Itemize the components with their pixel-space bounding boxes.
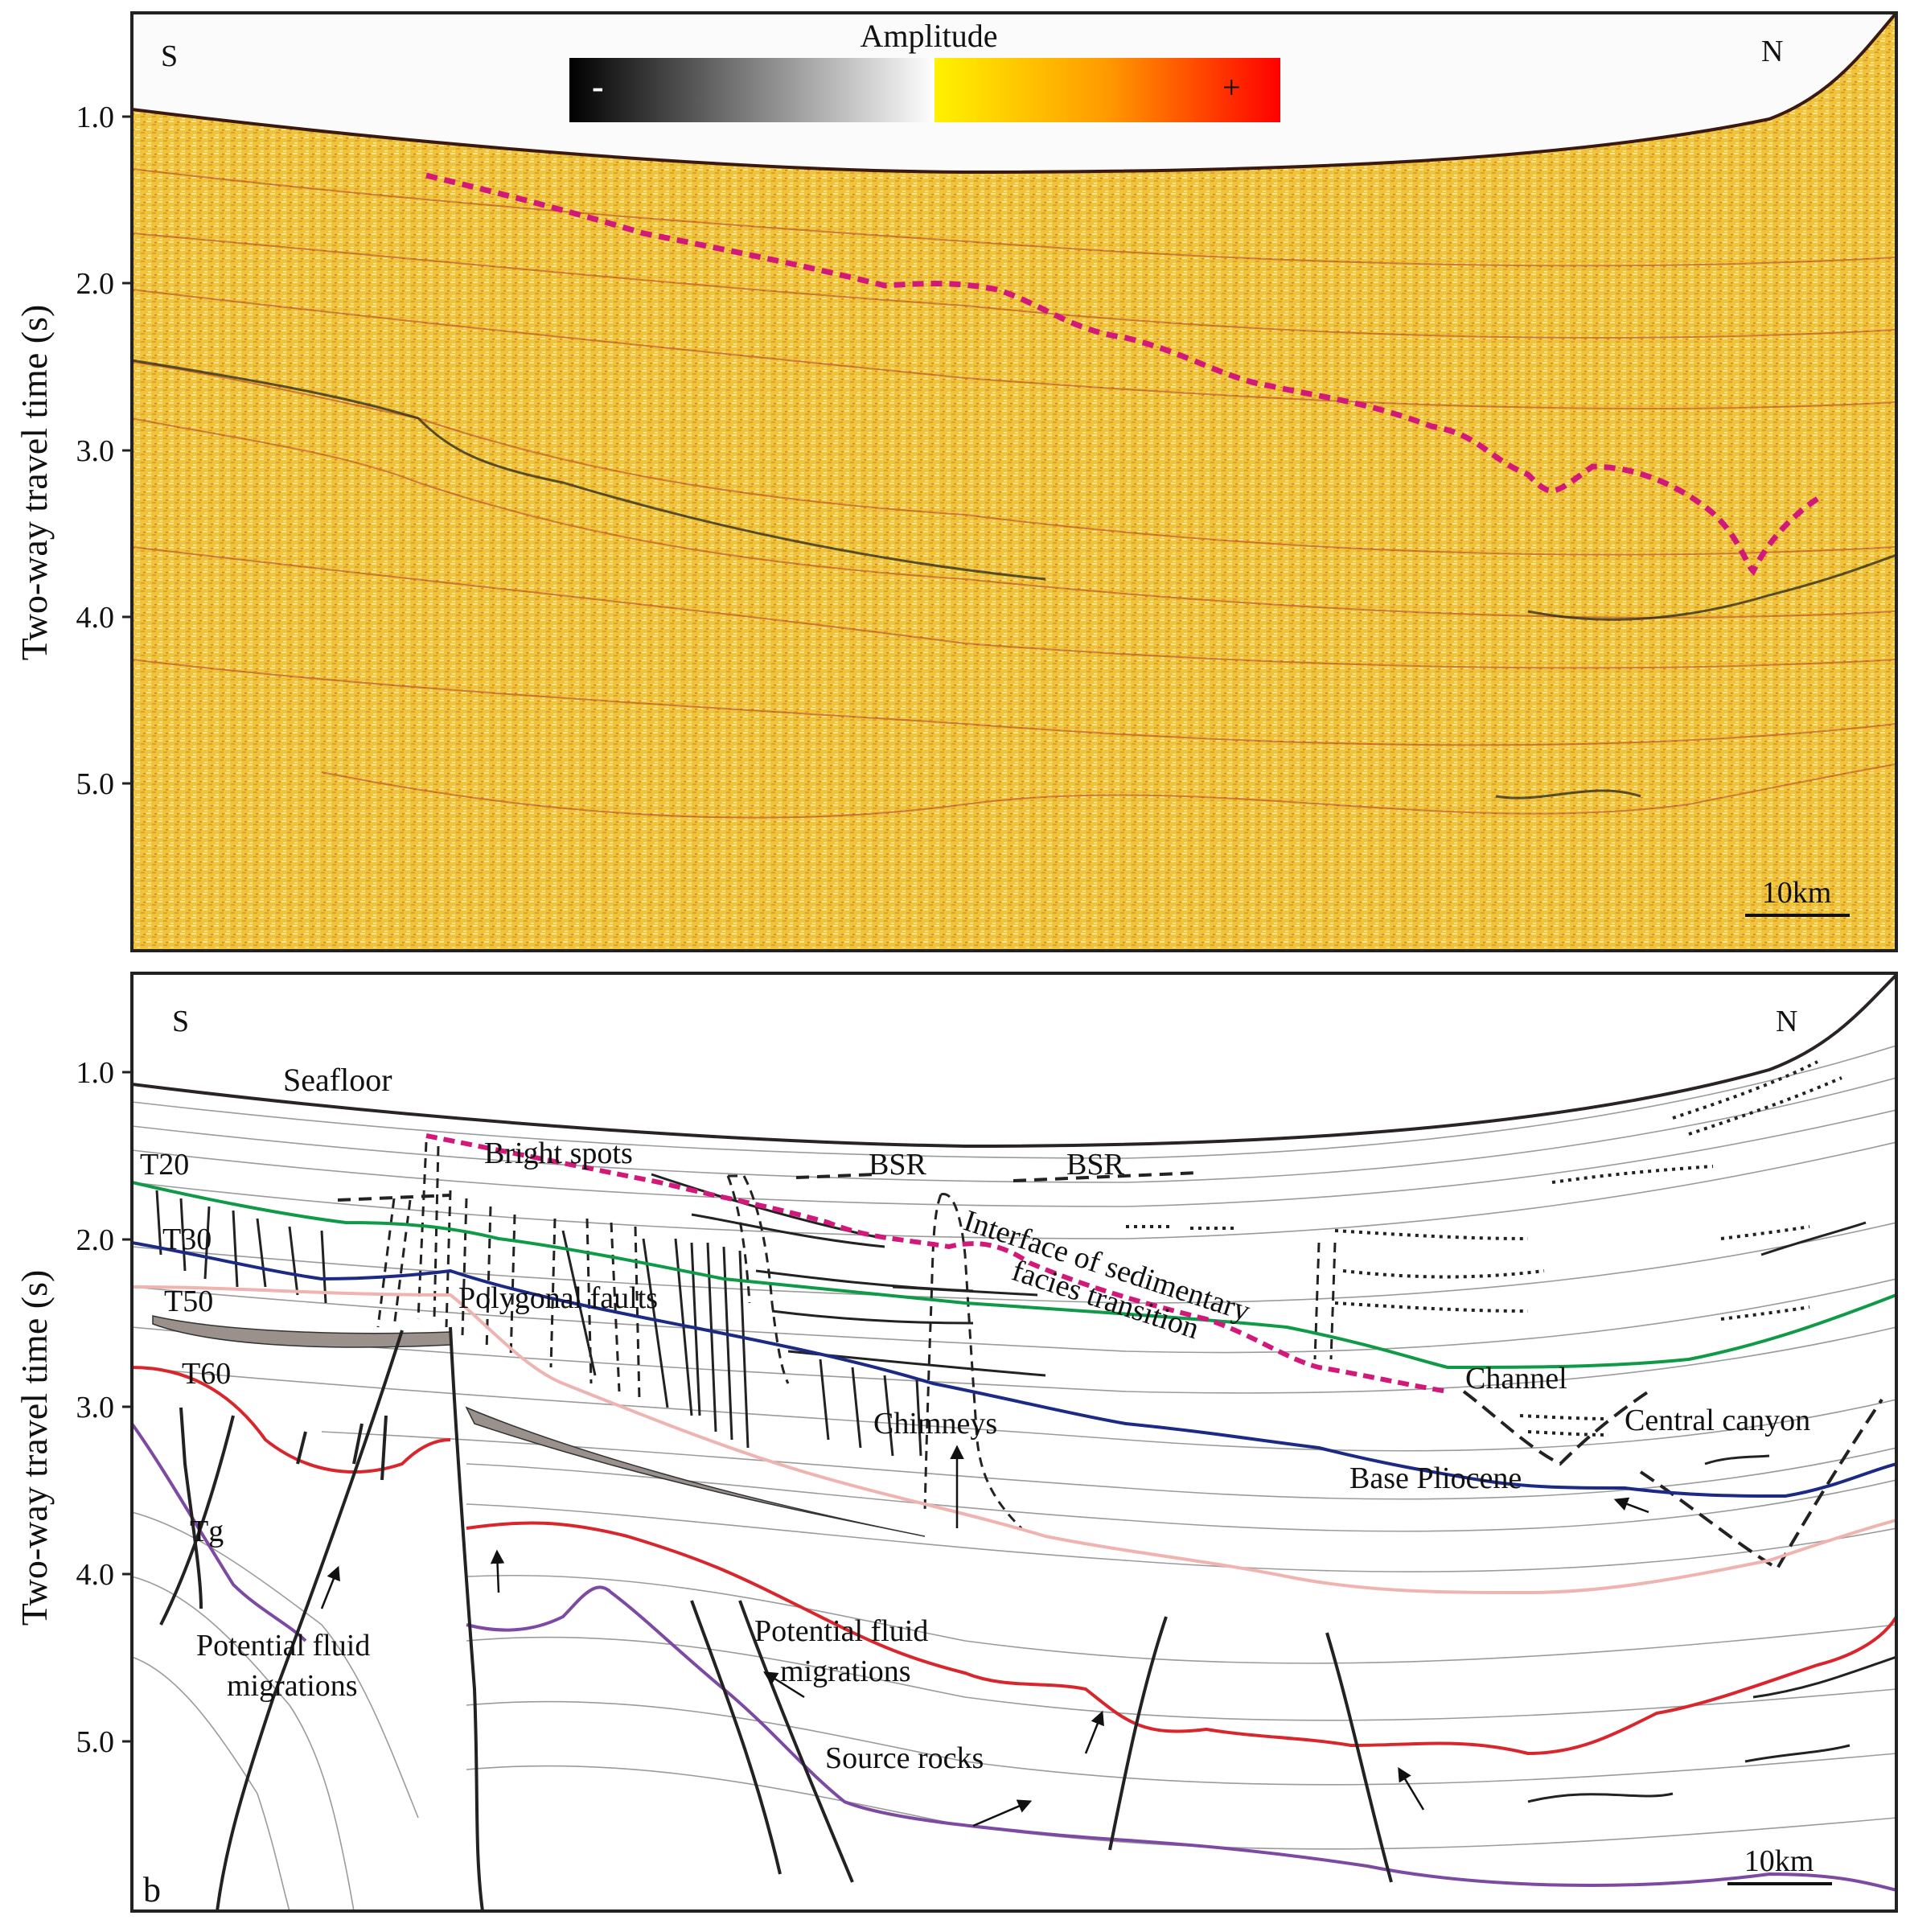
scale-bar-b: 10km bbox=[1727, 1844, 1832, 1885]
label-s-b: S bbox=[172, 1005, 189, 1038]
label-fluid-left-2: migrations bbox=[227, 1669, 358, 1703]
label-base-pliocene: Base Pliocene bbox=[1349, 1461, 1522, 1495]
scale-bar-a: 10km bbox=[1745, 876, 1850, 917]
horizon-t50 bbox=[132, 1285, 1896, 1595]
label-n-b: N bbox=[1776, 1005, 1797, 1038]
label-fluid-mid-1: Potential fluid bbox=[754, 1614, 928, 1648]
y-tick-a-2: 2.0 bbox=[76, 267, 115, 301]
amplitude-colorbar: Amplitude - + bbox=[569, 18, 1280, 122]
label-n-a: N bbox=[1761, 35, 1783, 68]
colorbar-negative bbox=[569, 58, 935, 122]
y-axis-b: 1.0 2.0 3.0 4.0 5.0 Two-way travel time … bbox=[14, 1056, 132, 1759]
gray-lens-center bbox=[465, 1406, 926, 1537]
panel-b: 1.0 2.0 3.0 4.0 5.0 Two-way travel time … bbox=[14, 972, 1898, 1913]
panel-a: 1.0 2.0 3.0 4.0 5.0 Two-way travel time … bbox=[14, 11, 1898, 952]
colorbar-title: Amplitude bbox=[860, 18, 997, 54]
horizon-label-t20: T20 bbox=[140, 1148, 189, 1182]
label-central-canyon: Central canyon bbox=[1625, 1404, 1810, 1437]
chimney-outline bbox=[923, 1193, 1023, 1530]
horizon-label-seafloor: Seafloor bbox=[283, 1062, 392, 1098]
horizon-label-tg: Tg bbox=[190, 1515, 224, 1548]
y-tick-a-3: 3.0 bbox=[76, 434, 115, 468]
label-fluid-left-1: Potential fluid bbox=[196, 1629, 370, 1663]
label-bright-spots: Bright spots bbox=[484, 1137, 633, 1170]
horizon-t20 bbox=[132, 1181, 1896, 1370]
colorbar-minus: - bbox=[592, 67, 604, 106]
label-bsr-2: BSR bbox=[1066, 1148, 1124, 1182]
colorbar-positive bbox=[935, 58, 1280, 122]
colorbar-plus: + bbox=[1222, 69, 1241, 105]
label-s-a: S bbox=[161, 39, 178, 73]
horizon-label-t50: T50 bbox=[164, 1285, 213, 1318]
horizon-t30 bbox=[132, 1241, 1896, 1498]
y-tick-b-5: 5.0 bbox=[76, 1725, 115, 1759]
y-tick-b-2: 2.0 bbox=[76, 1223, 115, 1257]
panel-a-frame bbox=[130, 11, 1898, 952]
y-tick-a-1: 1.0 bbox=[76, 101, 115, 134]
y-tick-b-4: 4.0 bbox=[76, 1558, 115, 1592]
svg-text:10km: 10km bbox=[1744, 1844, 1814, 1878]
y-tick-b-3: 3.0 bbox=[76, 1391, 115, 1424]
y-tick-a-5: 5.0 bbox=[76, 767, 115, 801]
panel-b-frame bbox=[130, 972, 1898, 1913]
seismic-section-a bbox=[132, 13, 1896, 951]
horizon-label-t60: T60 bbox=[182, 1357, 231, 1391]
label-fluid-mid-2: migrations bbox=[780, 1655, 911, 1688]
interface-line-b bbox=[425, 1133, 1448, 1394]
label-source-rocks: Source rocks bbox=[825, 1741, 984, 1775]
y-axis-label-b: Two-way travel time (s) bbox=[14, 1270, 55, 1626]
y-tick-a-4: 4.0 bbox=[76, 601, 115, 635]
horizon-tg bbox=[132, 1422, 1896, 1892]
label-bsr-1: BSR bbox=[869, 1148, 926, 1182]
interface-line-a bbox=[425, 172, 1819, 576]
seafloor-line bbox=[132, 973, 1896, 1149]
horizon-t60 bbox=[132, 1366, 1896, 1756]
horizon-label-t30: T30 bbox=[162, 1223, 212, 1256]
y-axis-a: 1.0 2.0 3.0 4.0 5.0 Two-way travel time … bbox=[14, 101, 132, 801]
label-chimneys: Chimneys bbox=[873, 1407, 997, 1441]
y-tick-b-1: 1.0 bbox=[76, 1056, 115, 1090]
panel-letter-b: b bbox=[143, 1870, 161, 1909]
svg-text:10km: 10km bbox=[1762, 876, 1832, 910]
label-polygonal-faults: Polygonal faults bbox=[458, 1281, 658, 1315]
y-axis-label-a: Two-way travel time (s) bbox=[14, 305, 55, 661]
label-channel: Channel bbox=[1465, 1362, 1567, 1396]
